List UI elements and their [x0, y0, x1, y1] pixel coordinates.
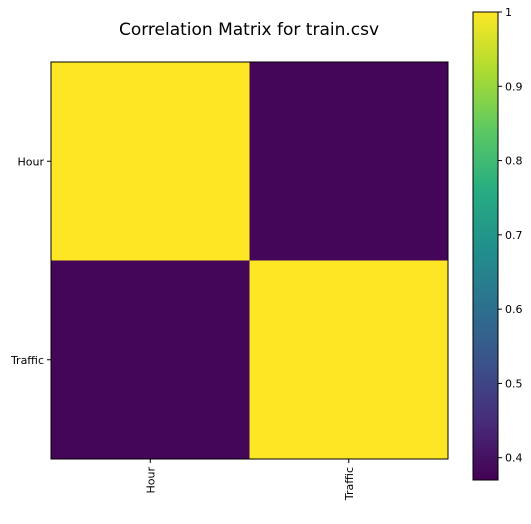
- plot-frame: [50, 61, 449, 460]
- heatmap-cells: [51, 62, 449, 460]
- y-tick-label: Hour: [18, 155, 45, 168]
- colorbar-gradient: [472, 11, 499, 481]
- heatmap-cell-traffic-hour: [51, 260, 250, 460]
- x-tick-label: Hour: [144, 467, 157, 494]
- colorbar-tick-label: 0.4: [505, 452, 523, 465]
- colorbar-tick-label: 0.9: [505, 80, 523, 93]
- chart-title: Correlation Matrix for train.csv: [119, 20, 379, 40]
- heatmap-cell-hour-traffic: [249, 62, 449, 261]
- colorbar-tick-label: 0.8: [505, 155, 523, 168]
- y-tick-label: Traffic: [10, 354, 44, 367]
- x-axis-ticks: Hour Traffic: [144, 459, 356, 501]
- heatmap-cell-traffic-traffic: [249, 260, 449, 460]
- y-axis-ticks: Hour Traffic: [10, 155, 51, 367]
- colorbar-tick-label: 0.6: [505, 303, 523, 316]
- colorbar-tick-label: 1: [505, 6, 512, 19]
- heatmap-cell-hour-hour: [51, 62, 250, 261]
- x-tick-label: Traffic: [343, 467, 356, 501]
- colorbar-tick-label: 0.5: [505, 377, 523, 390]
- colorbar: 0.4 0.5 0.6 0.7 0.8 0.9 1: [472, 6, 523, 481]
- colorbar-tick-label: 0.7: [505, 229, 523, 242]
